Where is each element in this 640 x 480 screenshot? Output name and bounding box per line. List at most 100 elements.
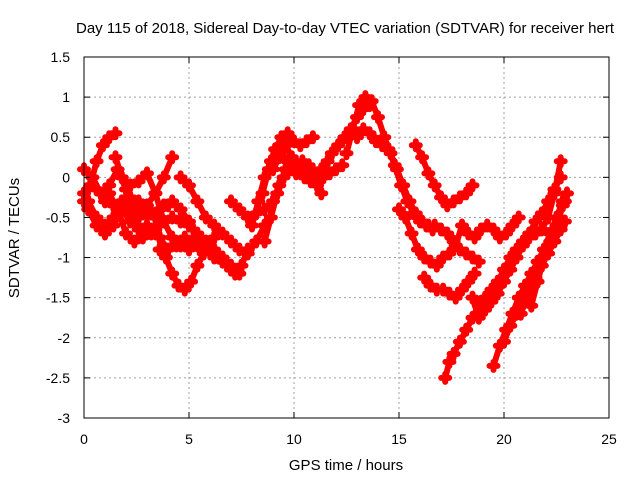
data-point <box>440 226 455 241</box>
data-point <box>251 194 266 209</box>
data-point <box>190 238 205 253</box>
data-point <box>177 230 192 245</box>
data-point <box>490 286 505 301</box>
data-point <box>184 274 199 289</box>
data-point <box>534 222 549 237</box>
data-point <box>314 186 329 201</box>
data-point <box>459 186 474 201</box>
data-point <box>89 154 104 169</box>
data-point <box>486 358 501 373</box>
data-point <box>173 170 188 185</box>
data-point <box>455 282 469 297</box>
data-point <box>284 150 299 165</box>
data-point <box>232 202 247 217</box>
data-point <box>98 194 112 209</box>
series-track-26 <box>524 186 574 313</box>
data-point <box>305 130 320 145</box>
data-point <box>497 274 511 289</box>
data-point <box>465 178 480 193</box>
data-point <box>415 150 430 165</box>
y-tick-label: -3 <box>58 410 71 426</box>
series-track-6 <box>102 186 209 257</box>
data-point <box>549 218 564 233</box>
data-point <box>520 290 535 305</box>
data-point <box>228 266 243 281</box>
data-point <box>452 334 467 349</box>
data-point <box>165 150 180 165</box>
y-tick-label: -1.5 <box>46 290 70 306</box>
data-point <box>471 254 486 269</box>
data-point <box>429 258 444 273</box>
axis-ticks <box>83 56 610 419</box>
data-point <box>352 98 367 113</box>
data-point <box>173 202 188 217</box>
series-track-22 <box>465 170 568 325</box>
data-point <box>503 262 518 277</box>
data-point <box>448 290 463 305</box>
data-point <box>257 202 272 217</box>
x-tick-label: 5 <box>185 431 193 447</box>
series-track-20 <box>417 266 482 305</box>
data-point <box>335 158 350 173</box>
data-point <box>547 182 562 197</box>
x-tick-label: 15 <box>391 431 407 447</box>
data-point <box>198 210 213 225</box>
data-point <box>417 270 432 285</box>
data-point <box>536 250 551 265</box>
data-point <box>465 290 480 305</box>
data-point <box>148 186 163 201</box>
data-point <box>515 238 530 253</box>
series-track-17 <box>350 122 440 237</box>
data-point <box>455 218 469 233</box>
data-point <box>245 218 259 233</box>
data-point <box>499 226 514 241</box>
series-track-18 <box>392 202 526 273</box>
data-point <box>484 294 499 309</box>
data-point <box>190 194 205 209</box>
data-point <box>448 238 463 253</box>
data-point <box>434 190 448 205</box>
data-point <box>505 218 520 233</box>
data-point <box>524 298 539 313</box>
data-point <box>270 186 285 201</box>
data-point <box>410 242 425 257</box>
data-point <box>131 222 146 237</box>
y-tick-label: 1 <box>62 89 70 105</box>
data-point <box>135 198 150 213</box>
data-point <box>272 150 287 165</box>
x-axis-label: GPS time / hours <box>289 457 403 474</box>
data-point <box>152 242 167 257</box>
data-point <box>404 226 419 241</box>
data-point <box>165 266 180 281</box>
data-point <box>106 218 121 233</box>
data-point <box>81 202 96 217</box>
x-tick-label: 25 <box>601 431 617 447</box>
data-point <box>240 246 255 261</box>
series-track-12 <box>255 126 320 201</box>
data-point <box>400 194 415 209</box>
data-point <box>123 214 138 229</box>
data-point <box>560 186 574 201</box>
data-point <box>156 170 171 185</box>
series-track-7 <box>108 150 222 257</box>
data-point <box>442 354 457 369</box>
data-point <box>278 138 293 153</box>
data-point <box>263 210 278 225</box>
data-point <box>543 234 558 249</box>
data-point <box>471 310 486 325</box>
data-point <box>310 178 325 193</box>
data-point <box>215 226 230 241</box>
data-point <box>392 202 406 217</box>
data-point <box>345 122 360 137</box>
data-point <box>224 234 238 249</box>
data-point <box>144 226 159 241</box>
data-point <box>371 110 385 125</box>
series-track-8 <box>152 242 255 297</box>
data-point <box>268 142 283 157</box>
data-point <box>511 210 526 225</box>
data-point <box>530 274 545 289</box>
data-point <box>234 258 249 273</box>
data-point <box>255 186 270 201</box>
y-tick-label: 0.5 <box>51 129 71 145</box>
